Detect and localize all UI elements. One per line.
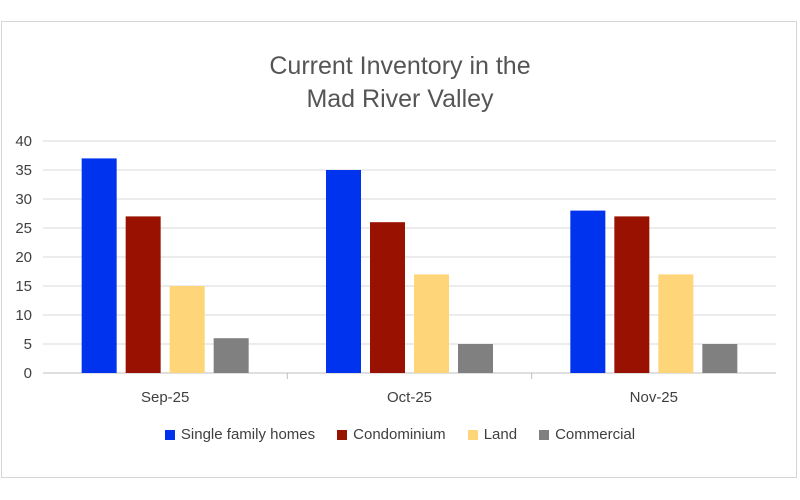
legend-item: Land (467, 426, 518, 443)
legend-swatch (164, 429, 175, 440)
bar-land-sep-25 (169, 286, 205, 373)
bar-single-family-homes-sep-25 (81, 158, 117, 373)
bar-land-oct-25 (414, 274, 449, 373)
bar-condominium-oct-25 (370, 222, 405, 373)
y-tick-label: 20 (15, 249, 32, 266)
y-tick-label: 30 (15, 191, 32, 208)
chart-title-line-2: Mad River Valley (306, 85, 494, 113)
y-tick-label: 0 (24, 365, 32, 382)
legend-label: Land (483, 426, 518, 443)
x-tick-label: Oct-25 (387, 389, 432, 406)
legend-item: Condominium (337, 426, 446, 443)
chart-title-line-1: Current Inventory in the (269, 52, 531, 80)
bar-single-family-homes-oct-25 (326, 170, 361, 373)
legend-swatch (467, 429, 478, 440)
bar-single-family-homes-nov-25 (570, 210, 606, 373)
x-tick-label: Sep-25 (141, 389, 189, 406)
legend-label: Commercial (555, 426, 636, 443)
legend-item: Single family homes (164, 426, 316, 443)
legend-label: Condominium (353, 426, 446, 443)
legend-swatch (539, 429, 550, 440)
y-tick-label: 35 (15, 162, 32, 179)
x-tick-label: Nov-25 (630, 389, 678, 406)
legend-swatch (337, 429, 348, 440)
bar-commercial-sep-25 (213, 338, 249, 373)
bar-condominium-sep-25 (125, 216, 161, 373)
y-tick-label: 25 (15, 220, 32, 237)
y-tick-label: 15 (15, 278, 32, 295)
y-tick-label: 10 (15, 307, 32, 324)
y-tick-label: 5 (24, 336, 32, 353)
chart-title: Current Inventory in the Mad River Valle… (0, 50, 800, 116)
legend-label: Single family homes (180, 426, 316, 443)
legend-item: Commercial (539, 426, 635, 443)
legend: Single family homes Condominium Land Commer… (0, 426, 800, 443)
bar-condominium-nov-25 (614, 216, 650, 373)
bar-commercial-oct-25 (458, 344, 493, 373)
bar-land-nov-25 (658, 274, 694, 373)
y-tick-label: 40 (15, 133, 32, 150)
bar-commercial-nov-25 (702, 344, 738, 373)
